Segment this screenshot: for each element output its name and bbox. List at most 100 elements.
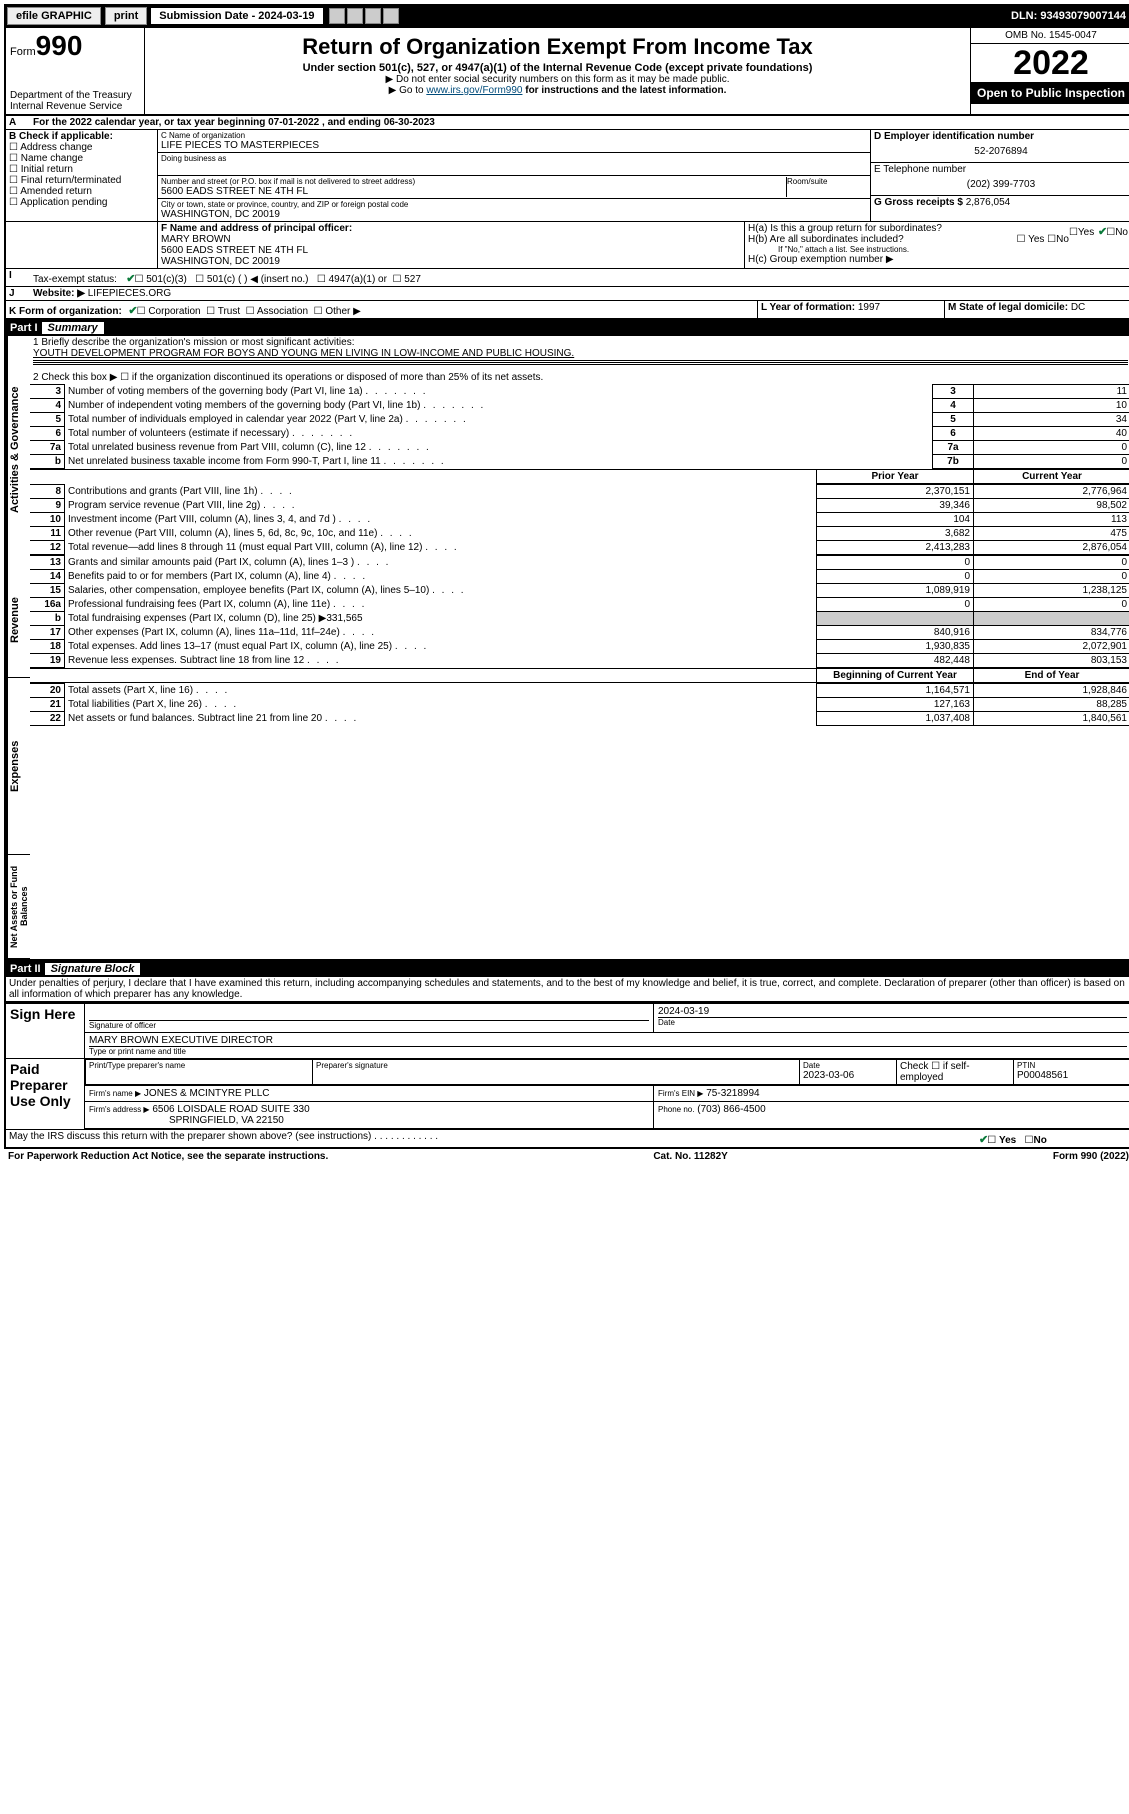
footer-mid: Cat. No. 11282Y <box>653 1151 727 1162</box>
org-name: LIFE PIECES TO MASTERPIECES <box>161 140 867 151</box>
officer-block: F Name and address of principal officer:… <box>4 222 1129 269</box>
line1-label: 1 Briefly describe the organization's mi… <box>33 337 1128 348</box>
toolbar-icons <box>329 8 399 24</box>
ein-label: D Employer identification number <box>874 131 1128 142</box>
footer-right: Form 990 (2022) <box>1053 1151 1129 1162</box>
vtab-governance: Activities & Governance <box>6 336 30 564</box>
officer-type-label: Type or print name and title <box>89 1046 1127 1056</box>
tool-icon[interactable] <box>365 8 381 24</box>
optB-4[interactable]: ☐ Amended return <box>9 186 154 197</box>
page-footer: For Paperwork Reduction Act Notice, see … <box>4 1149 1129 1164</box>
boxB-label: B Check if applicable: <box>9 131 154 142</box>
firm-ein-label: Firm's EIN ▶ <box>658 1089 703 1098</box>
optB-3[interactable]: ☐ Final return/terminated <box>9 175 154 186</box>
irs-link[interactable]: www.irs.gov/Form990 <box>426 85 522 96</box>
firm-name-label: Firm's name ▶ <box>89 1089 141 1098</box>
paid-preparer-label: Paid Preparer Use Only <box>5 1059 85 1130</box>
form-header: Form990 Department of the Treasury Inter… <box>4 28 1129 116</box>
sig-date: 2024-03-19 <box>658 1006 1127 1017</box>
expenses-table: 13 Grants and similar amounts paid (Part… <box>30 555 1129 668</box>
domicile-label: M State of legal domicile: <box>948 302 1068 313</box>
note-link: ▶ Go to www.irs.gov/Form990 for instruct… <box>149 85 966 96</box>
city-label: City or town, state or province, country… <box>161 200 867 209</box>
opt-501c[interactable]: 501(c) ( ) ◀ (insert no.) <box>207 274 309 285</box>
form-number: Form990 <box>10 30 140 62</box>
room-label: Room/suite <box>787 177 867 186</box>
vtab-netassets: Net Assets or Fund Balances <box>6 855 30 959</box>
firm-ein: 75-3218994 <box>706 1088 759 1099</box>
net-header: Beginning of Current Year End of Year <box>30 668 1129 683</box>
tax-exempt-row: I Tax-exempt status: ☐ 501(c)(3) ☐ 501(c… <box>4 269 1129 287</box>
dln-label: DLN: 93493079007144 <box>1005 8 1129 24</box>
footer-left: For Paperwork Reduction Act Notice, see … <box>8 1151 328 1162</box>
print-button[interactable]: print <box>105 7 147 25</box>
phone-label: Phone no. <box>658 1105 694 1114</box>
formation-value: 1997 <box>858 302 880 313</box>
opt-4947[interactable]: 4947(a)(1) or <box>329 274 387 285</box>
tool-icon[interactable] <box>347 8 363 24</box>
part2-header: Part II Signature Block <box>4 961 1129 977</box>
street: 5600 EADS STREET NE 4TH FL <box>161 186 786 197</box>
klm-row: K Form of organization: ☐ Corporation ☐ … <box>4 301 1129 320</box>
city: WASHINGTON, DC 20019 <box>161 209 867 220</box>
efile-button[interactable]: efile GRAPHIC <box>7 7 101 25</box>
gross-value: 2,876,054 <box>966 197 1011 208</box>
discuss-row: May the IRS discuss this return with the… <box>4 1130 1129 1149</box>
optB-2[interactable]: ☐ Initial return <box>9 164 154 175</box>
submission-date: Submission Date - 2024-03-19 <box>151 8 322 24</box>
ha-row: H(a) Is this a group return for subordin… <box>748 223 1128 234</box>
firm-addr2: SPRINGFIELD, VA 22150 <box>89 1115 284 1126</box>
firm-addr-label: Firm's address ▶ <box>89 1105 150 1114</box>
website-row: J Website: ▶ LIFEPIECES.ORG <box>4 287 1129 301</box>
website-label: Website: ▶ <box>33 288 85 299</box>
dept-label: Department of the Treasury <box>10 90 140 101</box>
prep-date-label: Date <box>803 1061 893 1070</box>
form-subtitle: Under section 501(c), 527, or 4947(a)(1)… <box>149 62 966 74</box>
opt-corp[interactable]: Corporation <box>148 306 200 317</box>
officer-printed: MARY BROWN EXECUTIVE DIRECTOR <box>89 1035 1127 1046</box>
declaration-text: Under penalties of perjury, I declare th… <box>4 977 1129 1003</box>
signature-block: Sign Here Signature of officer 2024-03-1… <box>4 1003 1129 1130</box>
optB-5[interactable]: ☐ Application pending <box>9 197 154 208</box>
formation-label: L Year of formation: <box>761 302 855 313</box>
tool-icon[interactable] <box>329 8 345 24</box>
revenue-table: 8 Contributions and grants (Part VIII, l… <box>30 484 1129 555</box>
dba-label: Doing business as <box>161 154 867 163</box>
mission-text: YOUTH DEVELOPMENT PROGRAM FOR BOYS AND Y… <box>33 348 1128 359</box>
street-label: Number and street (or P.O. box if mail i… <box>161 177 786 186</box>
inspection-badge: Open to Public Inspection <box>971 82 1129 104</box>
tel-value: (202) 399-7703 <box>874 175 1128 194</box>
firm-addr1: 6506 LOISDALE ROAD SUITE 330 <box>152 1104 309 1115</box>
optB-1[interactable]: ☐ Name change <box>9 153 154 164</box>
tax-year: 2022 <box>971 44 1129 82</box>
prep-date: 2023-03-06 <box>803 1070 893 1081</box>
toolbar: efile GRAPHIC print Submission Date - 20… <box>4 4 1129 28</box>
officer-name: MARY BROWN <box>161 234 741 245</box>
discuss-text: May the IRS discuss this return with the… <box>9 1131 371 1142</box>
opt-501c3[interactable]: 501(c)(3) <box>146 274 187 285</box>
vtab-expenses: Expenses <box>6 678 30 855</box>
boxF-label: F Name and address of principal officer: <box>161 223 741 234</box>
prep-name-label: Print/Type preparer's name <box>89 1061 309 1070</box>
opt-other[interactable]: Other ▶ <box>325 306 360 317</box>
opt-527[interactable]: 527 <box>404 274 421 285</box>
irs-label: Internal Revenue Service <box>10 101 140 112</box>
officer-addr2: WASHINGTON, DC 20019 <box>161 256 741 267</box>
self-employed-label: Check ☐ if self-employed <box>897 1060 1014 1085</box>
opt-assoc[interactable]: Association <box>257 306 308 317</box>
part1-header: Part I Summary <box>4 320 1129 336</box>
gross-label: G Gross receipts $ <box>874 197 963 208</box>
period-text: For the 2022 calendar year, or tax year … <box>30 116 438 129</box>
optB-0[interactable]: ☐ Address change <box>9 142 154 153</box>
tool-icon[interactable] <box>383 8 399 24</box>
firm-phone: (703) 866-4500 <box>697 1104 765 1115</box>
vtab-revenue: Revenue <box>6 564 30 678</box>
identity-block: B Check if applicable: ☐ Address change … <box>4 130 1129 222</box>
website-value: LIFEPIECES.ORG <box>88 288 171 299</box>
opt-trust[interactable]: Trust <box>218 306 240 317</box>
omb-number: OMB No. 1545-0047 <box>971 28 1129 44</box>
boxK-label: K Form of organization: <box>9 306 122 317</box>
form-title: Return of Organization Exempt From Incom… <box>149 34 966 60</box>
ptin-value: P00048561 <box>1017 1070 1127 1081</box>
sign-here-label: Sign Here <box>5 1004 85 1059</box>
